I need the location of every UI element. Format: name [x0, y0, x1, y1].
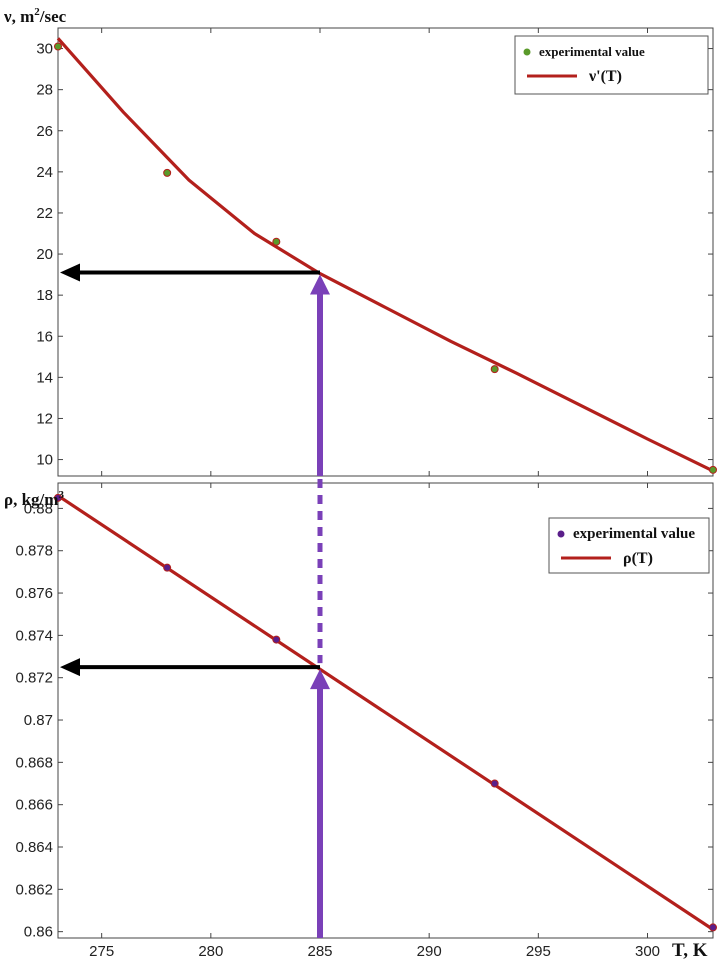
experimental-point — [709, 923, 717, 932]
y-tick-label: 24 — [36, 164, 53, 181]
experimental-point — [272, 635, 281, 644]
legend: experimental value ν'(T) — [514, 35, 709, 95]
y-tick-label: 0.876 — [15, 585, 53, 602]
y-tick-label: 0.874 — [15, 627, 53, 644]
y-tick-label: 0.86 — [24, 924, 53, 941]
legend-marker-points — [557, 530, 565, 538]
plot-frame — [57, 27, 714, 477]
x-tick-label: 280 — [198, 943, 223, 960]
y-axis-label-superscript: 3 — [58, 489, 64, 501]
experimental-point — [163, 563, 172, 572]
horizontal-arrow-head — [60, 658, 80, 677]
x-tick-label: 275 — [89, 943, 114, 960]
fit-curve-line — [56, 37, 714, 473]
y-tick-label: 0.862 — [15, 881, 53, 898]
y-tick-label: 30 — [36, 41, 53, 58]
y-tick-label: 28 — [36, 82, 53, 99]
y-axis-label: ν, m2/sec — [3, 6, 67, 26]
y-axis-label-main: ρ, kg/m — [4, 490, 58, 509]
legend-label-curve: ρ(T) — [623, 550, 653, 567]
plot-panel-2: 0.86 0.862 0.864 0.866 0.868 0.87 0.872 0.874 0.… — [4, 482, 717, 961]
y-axis-label: ρ, kg/m3 — [4, 489, 64, 509]
legend-box — [514, 35, 709, 95]
x-tick-label: 295 — [526, 943, 551, 960]
x-axis-label: T, K — [672, 940, 708, 961]
vertical-arrow-head — [310, 274, 330, 295]
x-tick-label: 285 — [307, 943, 332, 960]
y-tick-label: 0.866 — [15, 797, 53, 814]
y-tick-label: 0.87 — [24, 712, 53, 729]
y-tick-label: 14 — [36, 369, 53, 386]
experimental-point — [490, 779, 499, 788]
experimental-point — [709, 465, 717, 474]
y-tick-label: 0.872 — [15, 670, 53, 687]
y-tick-label: 22 — [36, 205, 53, 222]
y-axis-label-main: ν, m — [3, 7, 34, 26]
legend-box — [548, 517, 710, 574]
y-axis-label-tail: /sec — [39, 7, 67, 26]
y-tick-label: 12 — [36, 410, 53, 427]
y-tick-label: 0.864 — [15, 839, 53, 856]
legend-label-curve: ν'(T) — [588, 68, 622, 85]
legend-label-points: experimental value — [573, 526, 695, 542]
x-tick-label: 290 — [417, 943, 442, 960]
vertical-arrow-head — [310, 669, 330, 690]
y-tick-label: 0.88 — [24, 500, 53, 517]
y-tick-label: 0.868 — [15, 754, 53, 771]
legend-label-points: experimental value — [539, 44, 645, 59]
experimental-point — [54, 493, 62, 502]
y-axis-label-superscript: 2 — [34, 6, 40, 18]
y-tick-label: 0.878 — [15, 543, 53, 560]
experimental-point — [163, 168, 172, 177]
experimental-point — [54, 42, 62, 51]
horizontal-arrow-head — [60, 263, 80, 282]
experimental-point — [490, 365, 499, 374]
x-tick-label: 300 — [635, 943, 660, 960]
plot-panel-1: 1012141618202224262830275280285290295300… — [3, 6, 717, 504]
experimental-point — [272, 237, 281, 246]
y-tick-label: 20 — [36, 246, 53, 263]
y-tick-label: 16 — [36, 328, 53, 345]
y-tick-label: 18 — [36, 287, 53, 304]
y-tick-label: 10 — [36, 452, 53, 469]
legend: experimental value ρ(T) — [548, 517, 710, 574]
y-tick-label: 26 — [36, 123, 53, 140]
legend-marker-points — [523, 48, 531, 56]
